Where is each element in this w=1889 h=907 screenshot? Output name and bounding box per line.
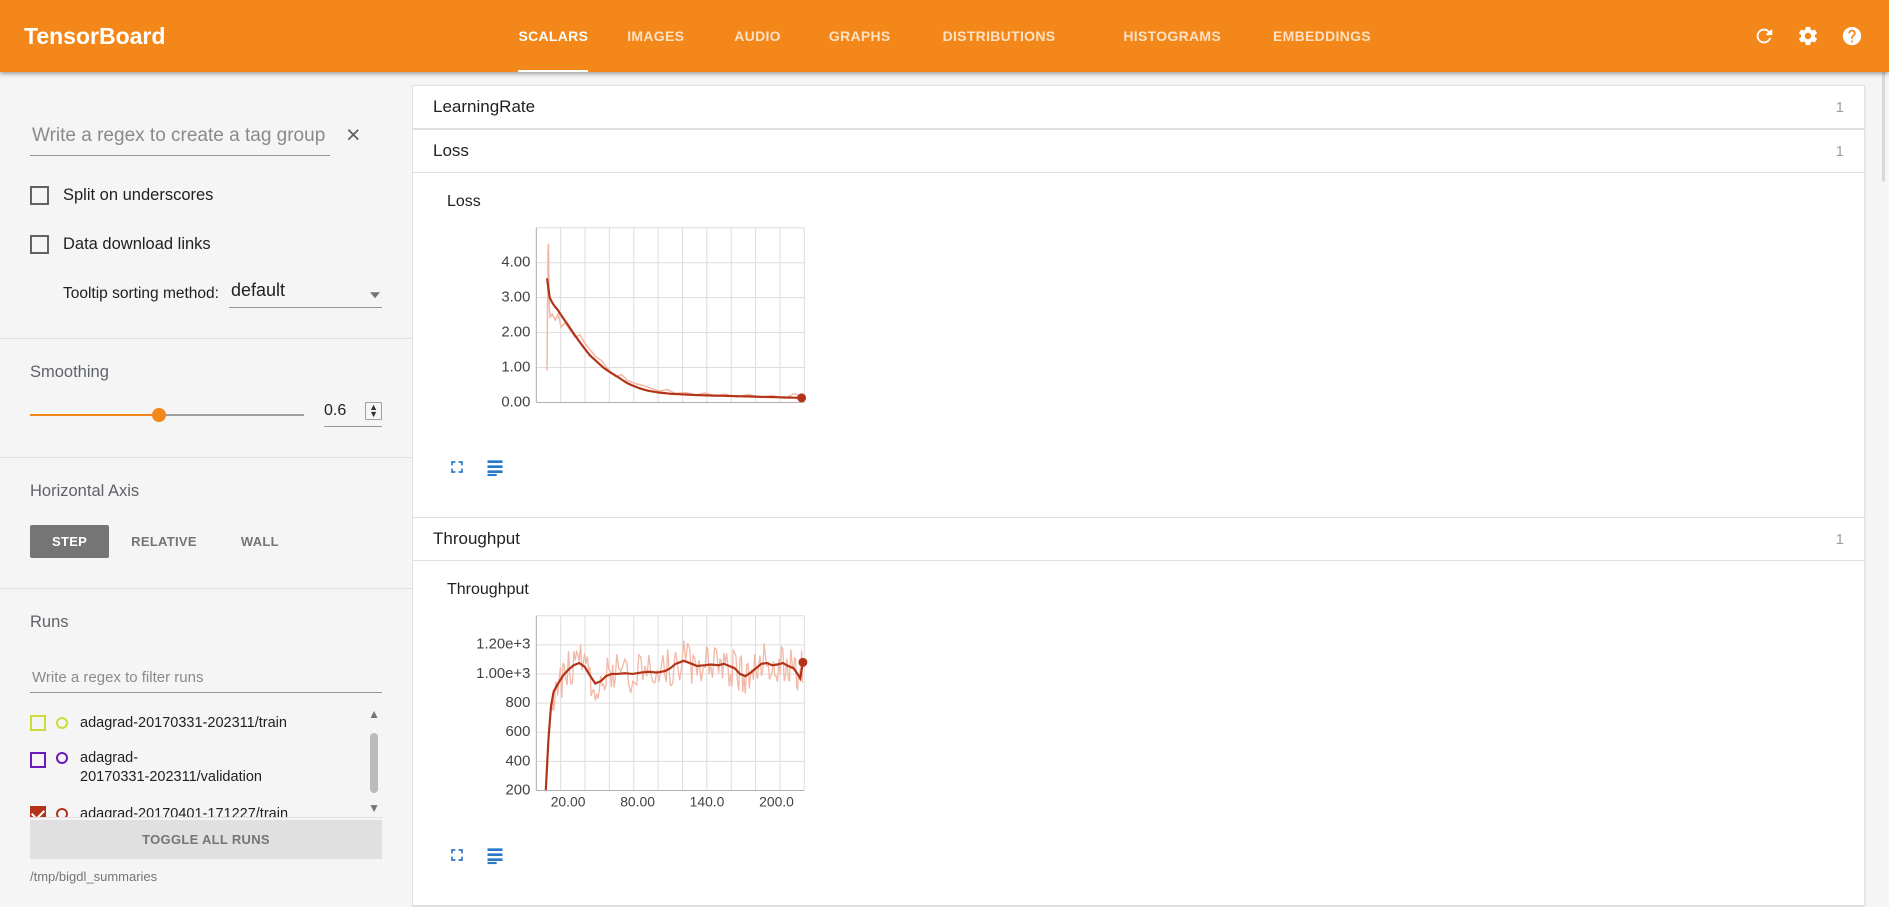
svg-text:80.00: 80.00 [620, 793, 655, 809]
svg-text:600: 600 [506, 724, 531, 740]
svg-text:200: 200 [506, 782, 531, 798]
svg-text:1.00e+3: 1.00e+3 [476, 666, 530, 682]
svg-text:800: 800 [506, 695, 531, 711]
svg-text:4.00: 4.00 [501, 254, 530, 270]
svg-text:1.20e+3: 1.20e+3 [476, 637, 530, 653]
svg-text:400: 400 [506, 753, 531, 769]
svg-text:0.00: 0.00 [501, 394, 530, 410]
svg-text:1.00: 1.00 [501, 360, 530, 376]
svg-text:2.00: 2.00 [501, 324, 530, 340]
svg-text:140.0: 140.0 [690, 793, 725, 809]
svg-text:200.0: 200.0 [759, 793, 794, 809]
svg-text:3.00: 3.00 [501, 290, 530, 306]
svg-text:20.00: 20.00 [551, 793, 586, 809]
